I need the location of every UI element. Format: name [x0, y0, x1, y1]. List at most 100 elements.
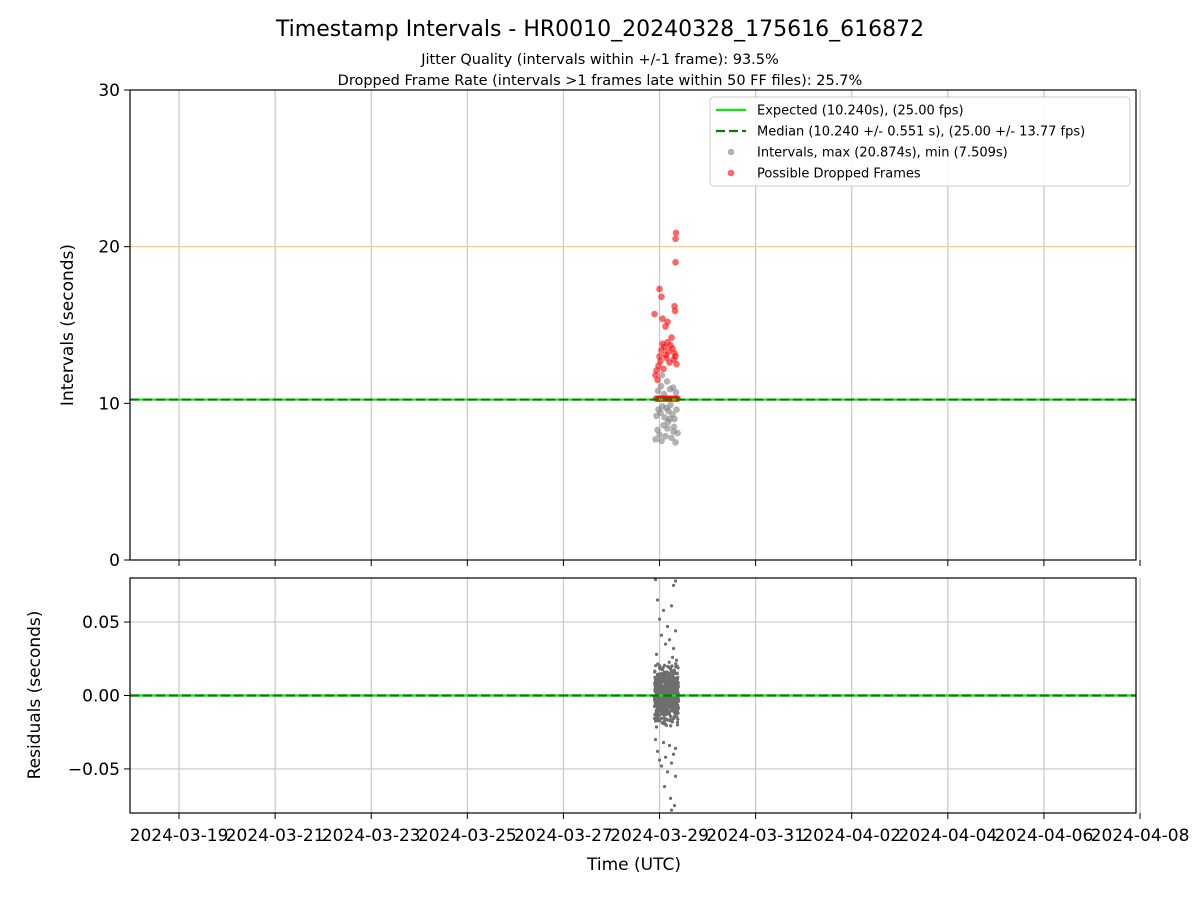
residual-point	[671, 669, 675, 673]
plot-area	[130, 229, 1136, 446]
legend-label-expected: Expected (10.240s), (25.00 fps)	[757, 104, 964, 119]
dropped-frame-point	[672, 229, 680, 237]
residual-point	[672, 708, 676, 712]
dropped-frame-point	[657, 357, 664, 365]
residual-point	[657, 678, 661, 682]
residual-point	[661, 708, 665, 712]
residual-outlier-point	[668, 796, 673, 800]
residual-outlier-point	[667, 743, 672, 748]
interval-point	[654, 387, 662, 395]
residual-point	[669, 724, 673, 728]
x-tick-label: 2024-03-29	[610, 826, 709, 846]
plot-area	[130, 578, 1136, 812]
residual-outlier-point	[659, 633, 664, 637]
residual-point	[675, 720, 680, 724]
y-tick-label: −0.05	[68, 760, 120, 780]
residual-point	[653, 683, 658, 687]
residual-point	[654, 686, 658, 690]
dropped-frame-point	[664, 318, 671, 326]
residual-point	[656, 711, 660, 715]
interval-point	[667, 401, 674, 409]
residual-point	[672, 688, 676, 693]
dropped-frame-point	[663, 354, 670, 362]
residual-point	[673, 705, 677, 709]
dropped-frame-point	[661, 343, 668, 351]
axes-frame	[129, 89, 1137, 561]
y-tick-label: 30	[98, 81, 120, 101]
y-axis-label-residuals: Residuals (seconds)	[25, 611, 45, 780]
residual-point	[676, 703, 680, 707]
residual-point	[658, 664, 662, 668]
residual-point	[667, 700, 671, 705]
residual-outlier-point	[665, 770, 670, 774]
chart-title: Timestamp Intervals - HR0010_20240328_17…	[275, 17, 924, 42]
interval-point	[673, 406, 680, 413]
axes-frame	[129, 577, 1137, 814]
interval-point	[658, 437, 665, 445]
residual-point	[675, 723, 680, 727]
residual-point	[654, 725, 659, 729]
residual-point	[675, 715, 679, 719]
residual-point	[659, 696, 664, 700]
dropped-frame-point	[656, 285, 663, 293]
interval-point	[656, 431, 663, 438]
residual-outlier-point	[667, 638, 672, 642]
dropped-frame-point	[672, 235, 679, 243]
residual-point	[674, 686, 678, 690]
residual-point	[676, 680, 680, 685]
residual-point	[655, 689, 660, 693]
residual-point	[674, 662, 678, 666]
residual-point	[663, 722, 668, 726]
legend-label-median: Median (10.240 +/- 0.551 s), (25.00 +/- …	[757, 125, 1085, 140]
residual-point	[671, 699, 675, 703]
residual-outlier-point	[662, 784, 667, 789]
y-axis-label-intervals: Intervals (seconds)	[58, 244, 78, 406]
y-tick-label: 20	[98, 238, 120, 258]
residual-point	[670, 720, 674, 724]
residual-point	[654, 664, 658, 668]
residual-point	[676, 675, 680, 679]
dropped-frame-point	[654, 376, 661, 384]
interval-point	[672, 439, 679, 446]
x-axis-label: Time (UTC)	[586, 855, 681, 875]
residual-outlier-point	[670, 655, 675, 659]
residual-point	[668, 718, 672, 722]
residual-outlier-point	[673, 774, 678, 778]
legend-label-intervals: Intervals, max (20.874s), min (7.509s)	[757, 146, 1008, 161]
interval-point	[657, 409, 664, 417]
residual-point	[663, 679, 668, 683]
residual-point	[664, 712, 668, 717]
residual-point	[659, 716, 664, 721]
interval-point	[664, 425, 671, 432]
residual-outlier-point	[673, 746, 678, 750]
residual-point	[676, 696, 680, 701]
residual-outlier-point	[654, 652, 659, 656]
x-tick-label: 2024-03-21	[226, 826, 325, 846]
residual-outlier-point	[653, 578, 658, 582]
interval-point	[652, 436, 659, 443]
residual-outlier-point	[665, 624, 670, 629]
residual-point	[672, 716, 676, 720]
dropped-frame-point	[660, 365, 667, 373]
residual-point	[666, 718, 670, 722]
chart-subtitle-jitter: Jitter Quality (intervals within +/-1 fr…	[420, 52, 779, 68]
legend-box	[709, 96, 1131, 187]
residual-outlier-point	[674, 658, 679, 662]
x-tick-label: 2024-03-25	[418, 826, 517, 846]
residual-point	[675, 671, 679, 675]
residual-point	[662, 704, 666, 708]
residual-outlier-point	[657, 617, 662, 621]
legend-swatch-intervals	[727, 148, 735, 156]
residual-point	[654, 704, 658, 708]
x-tick-label: 2024-04-02	[802, 826, 901, 846]
intervals-panel: 0 10 20 30	[98, 81, 1141, 571]
interval-point	[657, 382, 665, 390]
interval-point	[668, 434, 675, 442]
interval-point	[664, 418, 672, 426]
dropped-frame-point	[671, 307, 679, 315]
dropped-frame-point	[658, 293, 665, 301]
residual-point	[655, 701, 659, 706]
residual-point	[655, 672, 660, 676]
interval-point	[671, 415, 678, 423]
